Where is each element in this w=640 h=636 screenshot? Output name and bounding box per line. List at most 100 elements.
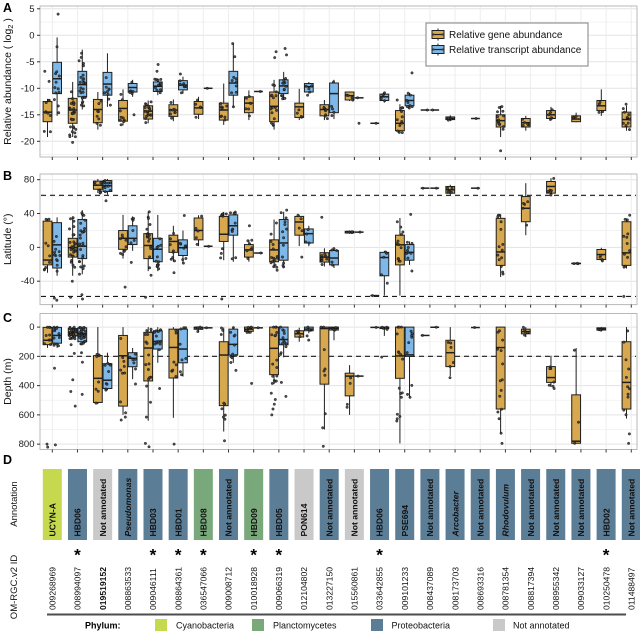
jitter-point bbox=[153, 86, 157, 90]
jitter-point bbox=[526, 122, 530, 126]
jitter-point bbox=[120, 233, 124, 237]
jitter-point bbox=[144, 121, 148, 125]
jitter-point bbox=[321, 426, 325, 430]
jitter-point bbox=[357, 121, 361, 125]
boxplot-col9-transcript-C bbox=[254, 326, 263, 330]
jitter-point bbox=[332, 327, 336, 331]
boxplot-col2-transcript-B bbox=[77, 210, 88, 301]
jitter-point bbox=[274, 333, 278, 337]
jitter-point bbox=[172, 360, 176, 364]
jitter-point bbox=[283, 223, 287, 226]
jitter-point bbox=[331, 107, 334, 111]
jitter-point bbox=[119, 251, 122, 255]
jitter-point bbox=[521, 325, 525, 329]
jitter-point bbox=[105, 90, 109, 94]
jitter-point bbox=[271, 96, 275, 100]
legend-label: Relative transcript abundance bbox=[449, 45, 582, 56]
jitter-point bbox=[273, 56, 277, 60]
jitter-point bbox=[171, 249, 175, 253]
jitter-point bbox=[281, 94, 285, 98]
jitter-point bbox=[46, 244, 50, 248]
om-rgc-id: 036547066 bbox=[199, 567, 209, 610]
jitter-point bbox=[231, 326, 235, 330]
jitter-point bbox=[181, 258, 185, 262]
jitter-point bbox=[171, 256, 175, 259]
phylum-bar bbox=[420, 469, 440, 540]
boxplot-col22-gene-C bbox=[571, 348, 582, 445]
jitter-point bbox=[169, 101, 173, 104]
boxplot-col2-gene-C bbox=[67, 325, 78, 408]
jitter-point bbox=[72, 103, 76, 107]
jitter-point bbox=[69, 295, 73, 299]
jitter-point bbox=[397, 386, 401, 390]
jitter-point bbox=[173, 110, 177, 114]
jitter-point bbox=[154, 334, 158, 338]
star-marker: * bbox=[150, 546, 157, 565]
boxplot-col15-transcript-B bbox=[404, 212, 415, 273]
jitter-point bbox=[47, 325, 51, 329]
jitter-point bbox=[145, 384, 149, 388]
jitter-point bbox=[178, 241, 182, 245]
jitter-point bbox=[148, 237, 151, 241]
jitter-point bbox=[58, 254, 62, 257]
jitter-point bbox=[143, 333, 147, 336]
jitter-point bbox=[103, 179, 107, 182]
jitter-point bbox=[246, 257, 250, 260]
jitter-point bbox=[434, 325, 438, 329]
boxplot-col10-transcript-B bbox=[278, 208, 289, 269]
jitter-point bbox=[55, 258, 59, 262]
jitter-point bbox=[621, 121, 625, 125]
jitter-point bbox=[223, 417, 227, 421]
boxplot-col14-gene-C bbox=[370, 325, 380, 329]
star-marker: * bbox=[74, 546, 81, 565]
jitter-point bbox=[118, 237, 122, 241]
annotation-bar-col12: Not annotated 013227150 bbox=[319, 469, 339, 610]
jitter-point bbox=[498, 394, 502, 398]
jitter-point bbox=[79, 248, 83, 251]
jitter-point bbox=[449, 345, 453, 349]
legend-key-transcript bbox=[431, 43, 445, 56]
jitter-point bbox=[624, 358, 628, 362]
jitter-point bbox=[250, 246, 254, 250]
jitter-point bbox=[79, 55, 83, 59]
jitter-point bbox=[184, 357, 188, 360]
jitter-point bbox=[99, 181, 103, 185]
jitter-point bbox=[178, 72, 182, 76]
jitter-point bbox=[547, 113, 551, 117]
jitter-point bbox=[169, 112, 172, 116]
jitter-point bbox=[54, 91, 58, 95]
annotation-label: Not annotated bbox=[626, 479, 636, 537]
jitter-point bbox=[145, 341, 149, 345]
boxplot-col10-transcript-A bbox=[278, 47, 289, 101]
jitter-point bbox=[70, 130, 74, 134]
y-tick-label-B: 40 bbox=[24, 209, 35, 220]
jitter-point bbox=[55, 45, 59, 49]
boxplot-col23-gene-C bbox=[596, 327, 607, 332]
jitter-point bbox=[233, 212, 237, 216]
jitter-point bbox=[385, 281, 389, 285]
jitter-point bbox=[72, 325, 76, 329]
phylum-bar bbox=[319, 469, 339, 540]
phylum-label-0: Cyanobacteria bbox=[176, 621, 234, 631]
jitter-point bbox=[184, 257, 188, 260]
jitter-point bbox=[410, 71, 414, 75]
boxplot-col8-gene-B bbox=[218, 211, 229, 301]
jitter-point bbox=[233, 333, 237, 337]
jitter-point bbox=[271, 260, 275, 263]
jitter-point bbox=[398, 124, 402, 127]
boxplot-col6-gene-B bbox=[168, 225, 179, 275]
jitter-point bbox=[119, 418, 123, 422]
jitter-point bbox=[281, 97, 285, 101]
boxplot-col9-transcript-B bbox=[254, 251, 263, 255]
jitter-point bbox=[53, 86, 57, 90]
boxplot-col10-gene-A bbox=[269, 50, 279, 130]
jitter-point bbox=[550, 108, 554, 112]
jitter-point bbox=[54, 235, 58, 238]
jitter-point bbox=[74, 329, 78, 333]
jitter-point bbox=[577, 420, 580, 424]
om-rgc-id: 008994097 bbox=[73, 567, 83, 610]
jitter-point bbox=[497, 118, 501, 122]
boxplot-col14-transcript-A bbox=[379, 91, 390, 103]
annotation-label: Not annotated bbox=[350, 479, 360, 537]
boxplot-col8-transcript-C bbox=[228, 326, 239, 372]
